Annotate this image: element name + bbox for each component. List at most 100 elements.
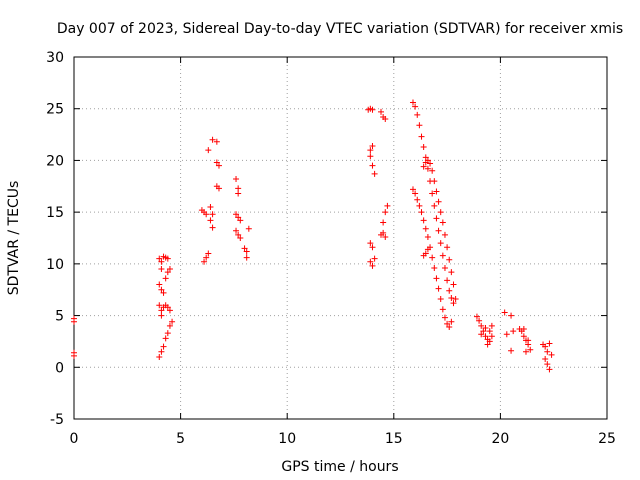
data-point: [420, 143, 427, 150]
data-point: [446, 287, 453, 294]
data-point: [437, 209, 444, 216]
data-point: [439, 252, 446, 259]
data-point: [439, 219, 446, 226]
data-point: [448, 269, 455, 276]
grid-lines: [74, 57, 607, 419]
data-point: [452, 296, 459, 303]
data-point: [162, 335, 169, 342]
y-tick-label: 25: [46, 102, 64, 118]
data-point: [508, 312, 515, 319]
data-point: [437, 296, 444, 303]
data-point: [431, 264, 438, 271]
y-tick-label: -5: [50, 412, 64, 428]
data-point: [424, 233, 431, 240]
data-point: [203, 211, 210, 218]
data-point: [207, 203, 214, 210]
data-point: [158, 348, 165, 355]
y-tick-label: 30: [46, 50, 64, 66]
data-points: [71, 99, 555, 373]
data-point: [160, 289, 167, 296]
data-point: [233, 227, 240, 234]
data-point: [435, 198, 442, 205]
data-point: [166, 307, 173, 314]
data-point: [412, 103, 419, 110]
data-point: [166, 266, 173, 273]
data-point: [544, 348, 551, 355]
data-point: [412, 190, 419, 197]
data-point: [245, 225, 252, 232]
data-point: [371, 170, 378, 177]
data-point: [439, 306, 446, 313]
data-point: [409, 99, 416, 106]
data-point: [215, 162, 222, 169]
data-point: [501, 309, 508, 316]
data-point: [422, 250, 429, 257]
data-point: [166, 322, 173, 329]
data-point: [424, 157, 431, 164]
data-point: [382, 116, 389, 123]
data-point: [205, 250, 212, 257]
data-point: [243, 254, 250, 261]
data-point: [486, 338, 493, 345]
data-point: [414, 196, 421, 203]
data-point: [164, 269, 171, 276]
data-point: [369, 162, 376, 169]
data-point: [418, 209, 425, 216]
data-point: [158, 266, 165, 273]
data-point: [215, 185, 222, 192]
data-point: [380, 229, 387, 236]
data-point: [520, 333, 527, 340]
data-point: [424, 165, 431, 172]
data-point: [522, 348, 529, 355]
data-point: [482, 333, 489, 340]
data-point: [542, 356, 549, 363]
data-point: [71, 352, 77, 359]
data-point: [158, 307, 165, 314]
x-tick-label: 10: [278, 431, 296, 447]
data-point: [201, 258, 208, 265]
data-point: [446, 256, 453, 263]
data-point: [207, 217, 214, 224]
y-tick-label: 20: [46, 153, 64, 169]
data-point: [156, 302, 163, 309]
data-point: [371, 255, 378, 262]
data-point: [369, 244, 376, 251]
x-axis-label: GPS time / hours: [281, 459, 398, 475]
data-point: [380, 219, 387, 226]
data-point: [203, 254, 210, 261]
data-point: [160, 343, 167, 350]
data-point: [448, 318, 455, 325]
data-point: [525, 337, 532, 344]
data-point: [480, 328, 487, 335]
data-point: [369, 142, 376, 149]
data-point: [503, 331, 510, 338]
data-point: [418, 133, 425, 140]
data-point: [158, 286, 165, 293]
data-point: [441, 231, 448, 238]
data-point: [433, 275, 440, 282]
plot-frame: [73, 56, 608, 420]
chart-title: Day 007 of 2023, Sidereal Day-to-day VTE…: [57, 21, 623, 37]
data-point: [416, 202, 423, 209]
data-point: [235, 190, 242, 197]
data-point: [384, 202, 391, 209]
data-point: [422, 154, 429, 161]
data-point: [367, 147, 374, 154]
data-point: [233, 211, 240, 218]
data-point: [420, 217, 427, 224]
data-point: [429, 254, 436, 261]
x-tick-label: 20: [491, 431, 509, 447]
data-point: [450, 281, 457, 288]
data-point: [435, 285, 442, 292]
data-point: [71, 318, 77, 325]
data-point: [441, 264, 448, 271]
data-point: [237, 235, 244, 241]
data-point: [437, 240, 444, 247]
data-point: [431, 178, 438, 185]
data-point: [241, 245, 248, 252]
data-point: [382, 209, 389, 216]
data-point: [162, 275, 169, 282]
y-tick-label: 0: [55, 360, 64, 376]
y-tick-label: 10: [46, 257, 64, 273]
data-point: [446, 323, 453, 330]
